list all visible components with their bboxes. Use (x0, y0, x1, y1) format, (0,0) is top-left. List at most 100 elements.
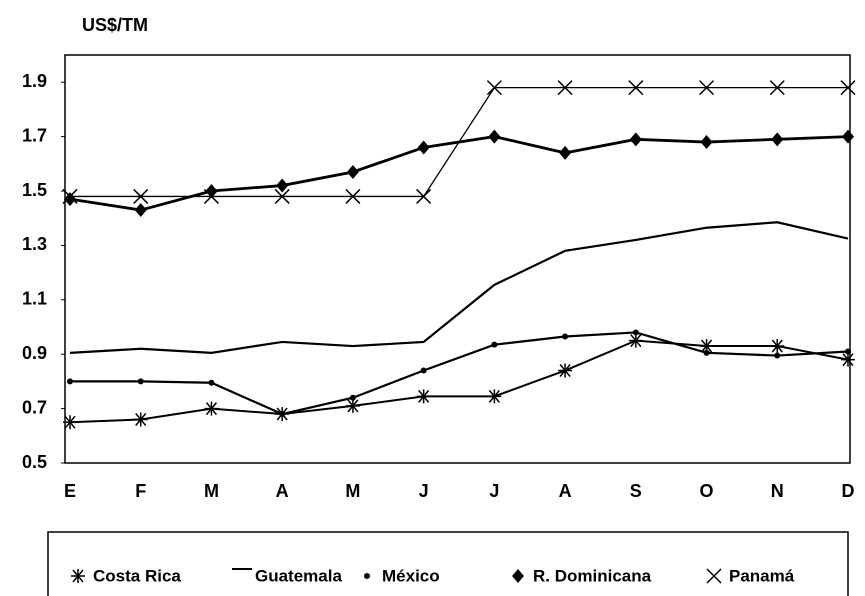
marker-dot (491, 341, 498, 348)
marker (628, 80, 644, 96)
marker (557, 80, 573, 96)
marker (420, 367, 427, 374)
marker-dot (632, 329, 639, 336)
marker-diamond (700, 135, 713, 150)
marker-stroke (345, 188, 361, 204)
marker-stroke (699, 80, 715, 96)
marker (512, 569, 524, 583)
marker-diamond (512, 569, 524, 583)
marker-diamond (346, 164, 359, 179)
marker (628, 333, 643, 348)
marker-diamond (488, 129, 501, 144)
series-line (70, 86, 848, 198)
x-tick-label: D (842, 481, 855, 501)
marker-diamond (417, 140, 430, 155)
marker (558, 363, 573, 378)
legend-label: R. Dominicana (533, 566, 652, 585)
marker-stroke (840, 80, 856, 96)
marker-dot (208, 379, 215, 386)
x-tick-label: J (489, 481, 499, 501)
marker (842, 129, 854, 144)
marker (133, 412, 148, 427)
y-tick-label: 0.5 (22, 452, 47, 472)
x-tick-label: M (345, 481, 360, 501)
marker (559, 145, 572, 160)
x-tick-label: O (700, 481, 714, 501)
y-tick-label: 1.3 (22, 234, 47, 254)
marker (703, 349, 710, 356)
marker (416, 389, 431, 404)
marker-dot (279, 411, 286, 418)
marker (62, 188, 78, 204)
marker-stroke (274, 188, 290, 204)
x-tick-label: E (64, 481, 76, 501)
x-tick-label: N (771, 481, 784, 501)
marker (137, 378, 144, 385)
marker-diamond (276, 178, 289, 193)
marker (64, 192, 76, 207)
marker (770, 339, 785, 354)
marker (699, 339, 714, 354)
x-tick-label: A (276, 481, 289, 501)
marker-dot (67, 378, 73, 385)
marker-stroke (133, 188, 149, 204)
marker-stroke (203, 188, 219, 204)
marker-diamond (842, 129, 854, 144)
marker-stroke (706, 568, 722, 584)
marker-stroke (628, 80, 644, 96)
marker (203, 188, 219, 204)
x-tick-label: M (204, 481, 219, 501)
marker-dot (562, 333, 569, 340)
marker-stroke (62, 188, 78, 204)
marker (416, 188, 432, 204)
series-line (69, 221, 849, 354)
x-tick-label: A (559, 481, 572, 501)
marker (349, 394, 356, 401)
marker-diamond (629, 132, 642, 147)
marker (274, 188, 290, 204)
marker (346, 164, 359, 179)
y-tick-label: 1.5 (22, 180, 47, 200)
marker (134, 203, 147, 218)
marker (632, 329, 639, 336)
marker-stroke (416, 188, 432, 204)
marker (63, 415, 77, 430)
y-tick-label: 1.9 (22, 71, 47, 91)
legend-label: Panamá (729, 566, 795, 585)
marker (71, 569, 85, 583)
marker (279, 411, 286, 418)
marker (345, 398, 360, 413)
series-line (69, 339, 849, 424)
legend-box (47, 531, 849, 596)
marker-dot (774, 352, 781, 359)
x-tick-label: F (135, 481, 146, 501)
y-tick-label: 1.1 (22, 289, 47, 309)
marker-diamond (771, 132, 784, 147)
marker-stroke (769, 80, 785, 96)
marker (417, 140, 430, 155)
marker (771, 132, 784, 147)
marker (845, 348, 851, 355)
marker (562, 333, 569, 340)
marker-dot (420, 367, 427, 374)
marker-diamond (559, 145, 572, 160)
legend-label: Costa Rica (93, 566, 181, 585)
marker (204, 401, 219, 416)
marker (208, 379, 215, 386)
series-line (69, 135, 849, 212)
marker (706, 568, 722, 584)
marker (486, 80, 502, 96)
marker (133, 188, 149, 204)
marker (769, 80, 785, 96)
y-tick-label: 0.7 (22, 397, 47, 417)
x-tick-label: J (419, 481, 429, 501)
legend-label: México (382, 566, 440, 585)
marker-dot (703, 349, 710, 356)
series-line (70, 331, 849, 416)
marker (629, 132, 642, 147)
legend-label: Guatemala (255, 566, 342, 585)
marker (364, 573, 370, 579)
marker (700, 135, 713, 150)
marker (699, 80, 715, 96)
